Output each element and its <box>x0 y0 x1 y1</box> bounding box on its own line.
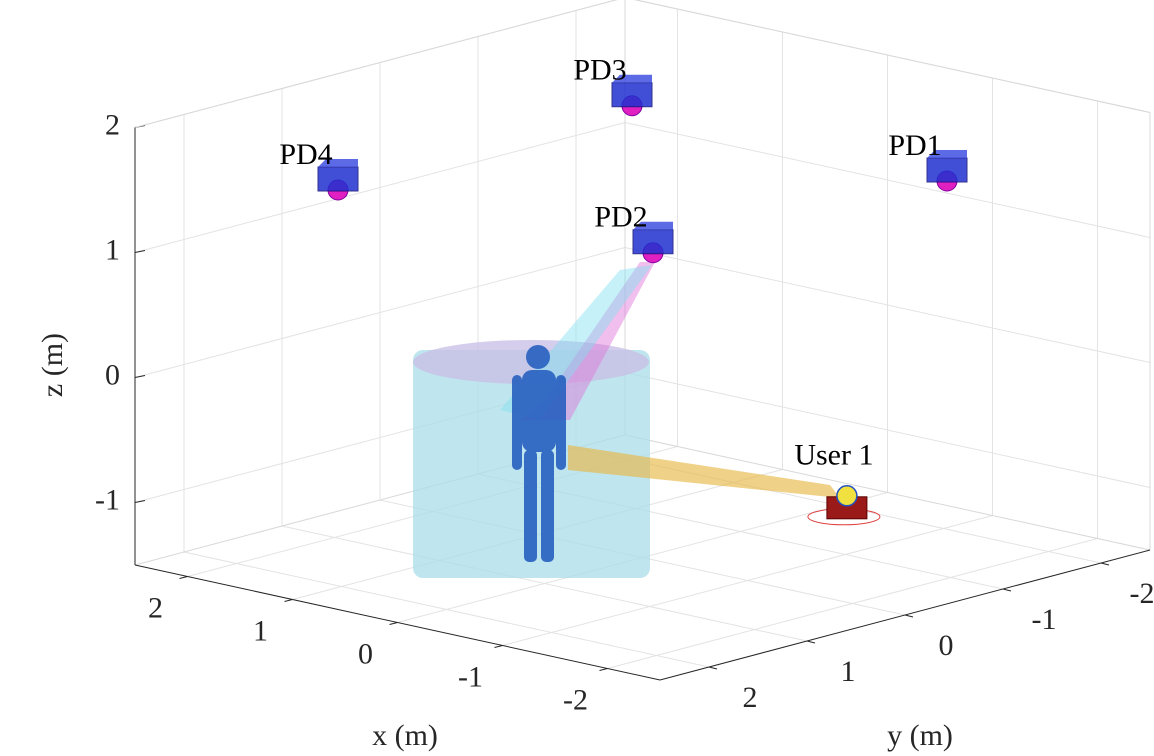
x-axis-title: x (m) <box>372 719 438 752</box>
z-tick <box>134 375 146 378</box>
x-tick <box>284 599 293 602</box>
y-axis <box>659 549 1151 681</box>
receiver-cube <box>632 229 674 255</box>
receiver-marker <box>926 150 968 192</box>
user-rays <box>568 445 840 498</box>
receiver-cube-top <box>612 74 652 83</box>
scene <box>413 262 840 578</box>
grid-line <box>183 551 710 668</box>
z-tick-label: -1 <box>95 483 120 516</box>
receiver-marker <box>317 159 359 201</box>
receiver-cube <box>317 166 359 192</box>
human-body <box>512 345 566 562</box>
x-tick <box>389 622 398 625</box>
x-tick <box>599 668 608 671</box>
y-tick <box>1002 588 1012 592</box>
point-label: PD3 <box>573 54 626 87</box>
point-label: PD4 <box>279 138 332 171</box>
receiver-marker <box>632 221 674 264</box>
receiver-cube-top <box>318 159 358 167</box>
x-axis <box>134 564 661 681</box>
receiver-cube <box>926 157 968 183</box>
x-tick-label: 0 <box>358 637 373 670</box>
x-tick <box>179 576 188 579</box>
y-tick-label: -2 <box>1130 577 1154 610</box>
receiver-marker <box>611 74 653 117</box>
y-tick-label: 0 <box>939 629 954 662</box>
point-label: PD2 <box>594 201 647 234</box>
y-tick <box>708 666 718 670</box>
x-tick-label: -2 <box>563 683 588 716</box>
y-tick-label: 1 <box>841 655 856 688</box>
z-tick <box>134 250 146 253</box>
receiver-cube <box>611 82 653 108</box>
y-tick <box>806 640 816 644</box>
z-axis-title: z (m) <box>36 333 69 397</box>
reflection-rays <box>520 262 655 420</box>
receiver-cube-top <box>927 150 967 158</box>
x-tick <box>494 645 503 648</box>
receiver-cube-top <box>633 221 673 230</box>
z-tick <box>134 500 146 503</box>
z-tick-label: 0 <box>105 358 120 391</box>
user-sphere <box>836 485 858 507</box>
x-tick-label: 2 <box>148 591 163 624</box>
point-label: PD1 <box>888 129 941 162</box>
y-tick <box>904 614 914 618</box>
y-tick-label: 2 <box>743 681 758 714</box>
box-edge <box>624 434 1151 551</box>
box-edge <box>134 0 618 128</box>
grid-line <box>281 525 808 642</box>
user-marker <box>807 485 881 526</box>
box-edge <box>634 0 1151 113</box>
x-tick-label: 1 <box>253 614 268 647</box>
y-axis-title: y (m) <box>887 719 953 752</box>
y-tick-label: -1 <box>1032 603 1057 636</box>
y-tick <box>1100 562 1110 566</box>
z-tick-label: 1 <box>105 233 120 266</box>
point-label: User 1 <box>794 439 873 472</box>
x-tick-label: -1 <box>458 660 483 693</box>
z-tick-label: 2 <box>105 108 120 141</box>
